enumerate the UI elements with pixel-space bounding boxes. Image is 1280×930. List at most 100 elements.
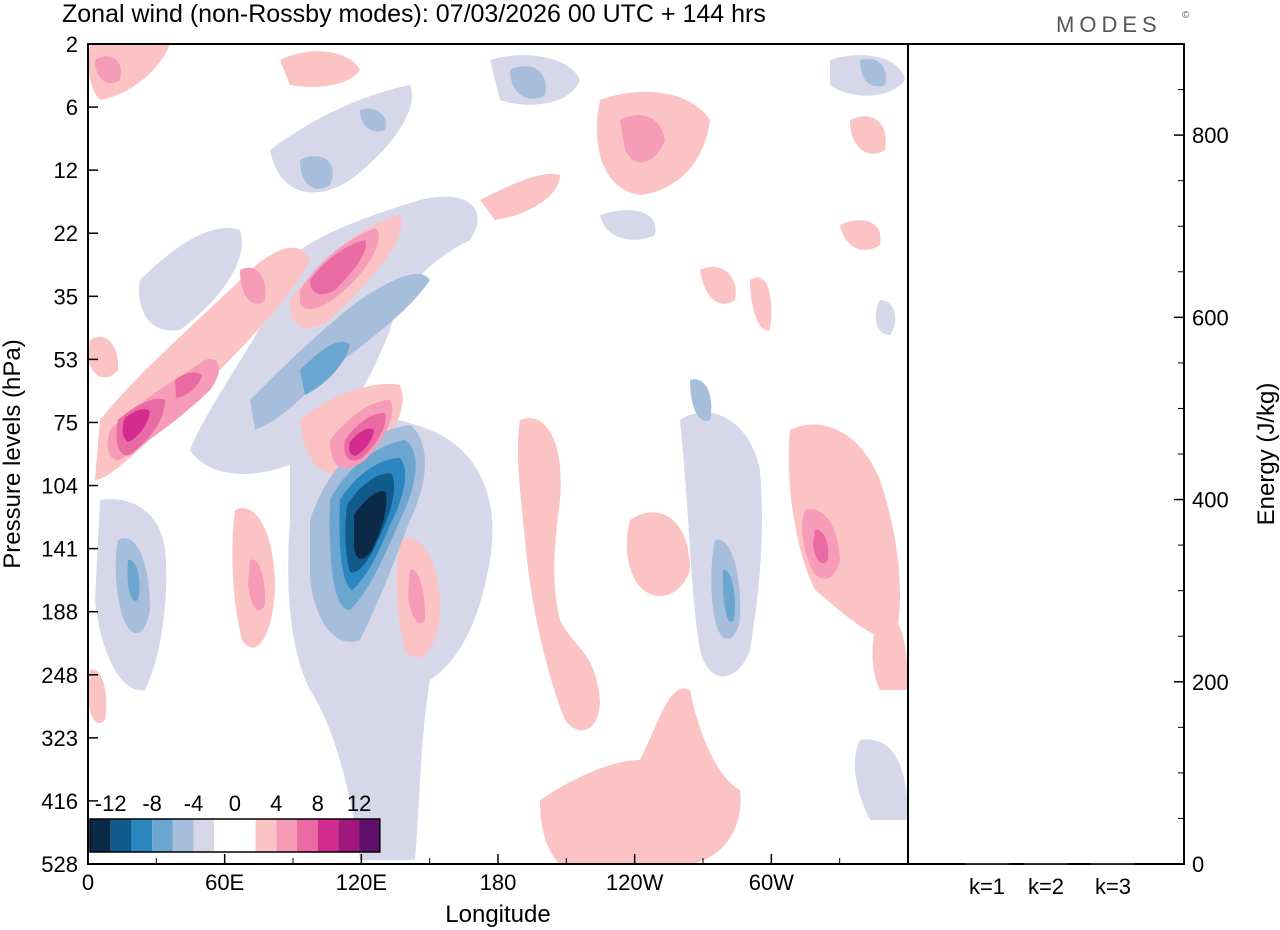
- y-tick-label: 75: [54, 410, 78, 435]
- x-axis: 0 60E 120E 180 120W 60W: [82, 854, 909, 895]
- contour-pos: [248, 559, 266, 611]
- colorbar-swatch: [234, 819, 256, 852]
- contour-neg: [854, 739, 908, 820]
- y-tick-label: 188: [41, 600, 78, 625]
- contour-pos: [517, 418, 600, 731]
- contour-pos: [788, 424, 900, 640]
- colorbar-swatch: [110, 819, 132, 852]
- contour-pos: [95, 56, 121, 84]
- contour-pos: [408, 569, 426, 624]
- colorbar-swatch: [255, 819, 277, 852]
- colorbar-label: 12: [347, 791, 371, 816]
- y-tick-label: 35: [54, 284, 78, 309]
- contour-pos: [122, 409, 150, 442]
- colorbar-label: 4: [270, 791, 282, 816]
- contour-pos: [850, 116, 886, 154]
- y-tick-label: 53: [54, 347, 78, 372]
- energy-bar: [965, 863, 1009, 865]
- colorbar-swatch: [276, 819, 297, 852]
- brand-mark: ©: [1182, 10, 1190, 21]
- brand-logo: MODES: [1056, 12, 1162, 37]
- energy-category-label: k=2: [1028, 874, 1064, 899]
- colorbar-swatch: [214, 819, 235, 852]
- colorbar-swatch: [193, 819, 215, 852]
- y-axis: 2 6 12 22 35 53 75 104 141 188 248 323 416 528: [41, 32, 98, 877]
- contour-pos: [813, 529, 829, 564]
- y-axis-label: Pressure levels (hPa): [0, 339, 26, 568]
- energy-tick-label: 0: [1192, 852, 1204, 877]
- y-tick-label: 323: [41, 726, 78, 751]
- colorbar-swatch: [131, 819, 153, 852]
- contour-pos: [349, 428, 374, 456]
- colorbar-swatch: [152, 819, 173, 852]
- colorbar-label: -4: [184, 791, 204, 816]
- contour-neg: [690, 379, 712, 421]
- y-tick-label: 248: [41, 663, 78, 688]
- contour-pos: [872, 610, 908, 690]
- chart-title: Zonal wind (non-Rossby modes): 07/03/202…: [62, 0, 766, 28]
- contour-pos: [240, 267, 266, 304]
- contour-neg: [600, 210, 656, 240]
- contour-pos: [626, 512, 690, 597]
- colorbar-swatch: [317, 819, 339, 852]
- colorbar-swatch: [90, 819, 111, 852]
- contour-neg-core: [339, 458, 406, 590]
- x-tick-label: 180: [480, 870, 517, 895]
- colorbar-label: 0: [229, 791, 241, 816]
- contour-neg: [722, 569, 735, 622]
- colorbar-swatch: [297, 819, 318, 852]
- contour-pos: [540, 688, 741, 864]
- energy-tick-label: 600: [1192, 305, 1229, 330]
- contour-pos-core: [116, 240, 829, 564]
- colorbar-label: -8: [142, 791, 162, 816]
- x-tick-label: 120W: [606, 870, 664, 895]
- contour-pos: [88, 336, 119, 378]
- contour-pos: [310, 240, 366, 295]
- colorbar-swatch: [338, 819, 360, 852]
- contour-pos: [700, 266, 736, 304]
- contour-pos: [750, 277, 772, 331]
- contour-neg: [360, 108, 386, 132]
- contour-neg: [127, 559, 140, 601]
- y-tick-label: 141: [41, 537, 78, 562]
- energy-tick-label: 800: [1192, 123, 1229, 148]
- x-tick-label: 60W: [749, 870, 794, 895]
- colorbar: -12 -8 -4 0 4 8 12: [89, 791, 381, 853]
- y-tick-label: 22: [54, 221, 78, 246]
- energy-tick-label: 200: [1192, 670, 1229, 695]
- contour-neg: [300, 156, 333, 189]
- contour-neg: [139, 228, 242, 331]
- colorbar-label: -12: [95, 791, 127, 816]
- contour-neg: [354, 491, 387, 559]
- y-tick-label: 2: [66, 32, 78, 57]
- energy-panel: 0 200 400 600 800 k=1 k=2 k=3: [965, 43, 1229, 899]
- contour-pos: [280, 51, 360, 87]
- contour-pos: [88, 669, 107, 724]
- colorbar-swatch: [359, 819, 380, 852]
- contour-pos: [175, 372, 202, 398]
- x-axis-label: Longitude: [445, 901, 550, 928]
- contour-neg: [875, 300, 896, 335]
- energy-category-label: k=1: [969, 874, 1005, 899]
- colorbar-frame: [89, 818, 381, 853]
- energy-category-label: k=3: [1095, 874, 1131, 899]
- energy-tick-label: 400: [1192, 488, 1229, 513]
- x-tick-label: 60E: [205, 870, 244, 895]
- y-tick-label: 528: [41, 852, 78, 877]
- energy-bar: [1091, 863, 1135, 865]
- energy-axis-label: Energy (J/kg): [1253, 383, 1280, 526]
- colorbar-label: 8: [312, 791, 324, 816]
- y-tick-label: 6: [66, 95, 78, 120]
- x-tick-label: 120E: [336, 870, 387, 895]
- contour-neg: [510, 66, 546, 99]
- contour-neg: [860, 58, 886, 87]
- colorbar-swatch: [172, 819, 194, 852]
- contour-pos: [620, 115, 665, 163]
- x-tick-label: 0: [82, 870, 94, 895]
- contour-pos: [480, 174, 560, 220]
- y-tick-label: 416: [41, 789, 78, 814]
- energy-panel-frame: [907, 43, 1185, 865]
- y-tick-label: 12: [54, 158, 78, 183]
- y-tick-label: 104: [41, 474, 78, 499]
